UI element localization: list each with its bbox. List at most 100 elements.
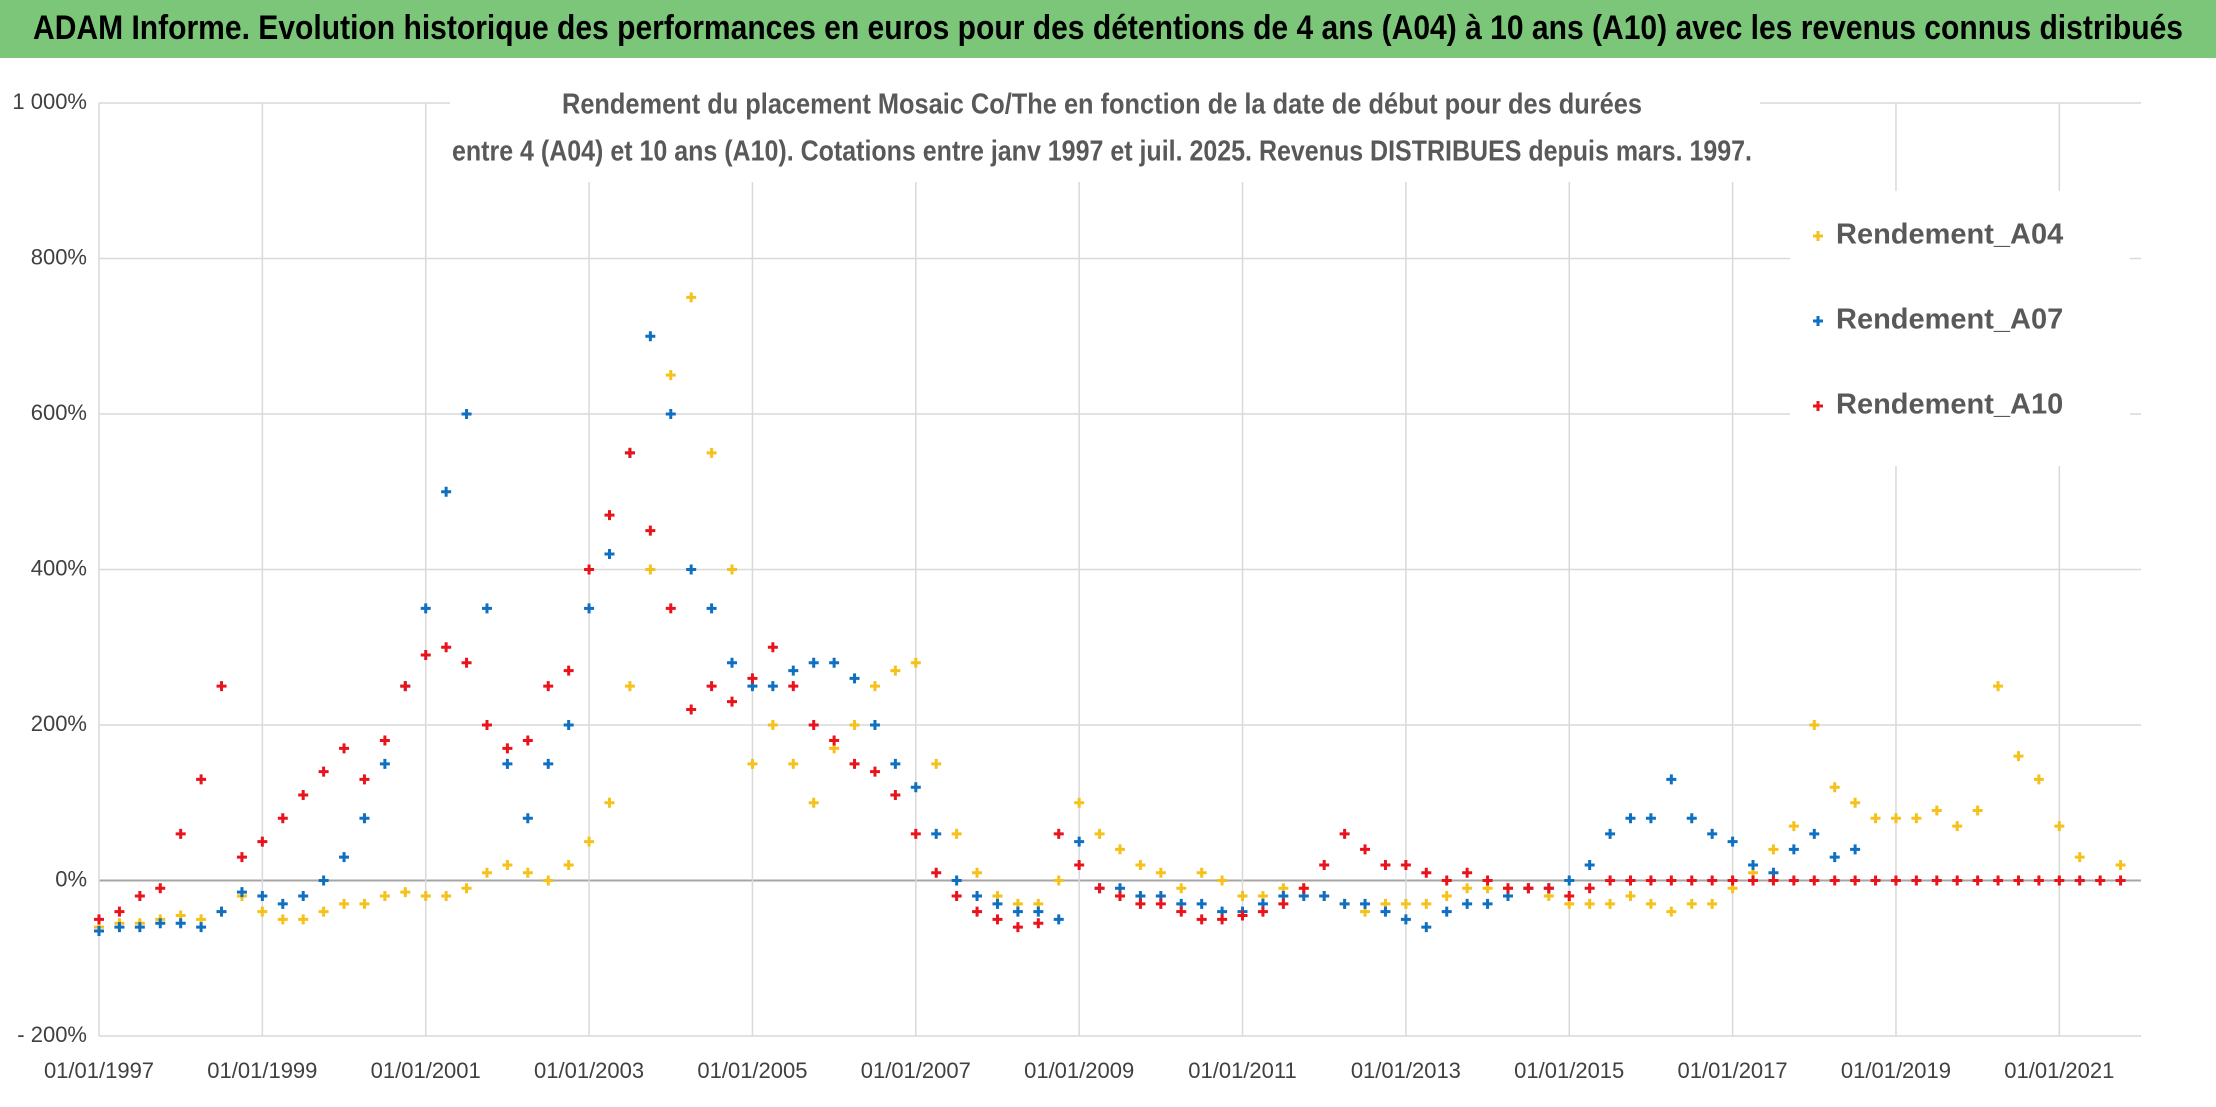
data-point xyxy=(992,898,1003,909)
data-point xyxy=(216,681,227,692)
data-point xyxy=(1584,898,1595,909)
data-point xyxy=(788,665,799,676)
data-point xyxy=(1707,828,1718,839)
data-point xyxy=(2013,875,2024,886)
data-point xyxy=(645,331,656,342)
y-tick-label: 1 000% xyxy=(12,89,87,114)
data-point xyxy=(1870,813,1881,824)
data-point xyxy=(686,704,697,715)
data-point xyxy=(359,774,370,785)
data-point xyxy=(318,875,329,886)
data-point xyxy=(645,525,656,536)
data-point xyxy=(1911,813,1922,824)
data-point xyxy=(2095,875,2106,886)
data-point xyxy=(1074,836,1085,847)
data-point xyxy=(1972,875,1983,886)
data-point xyxy=(767,720,778,730)
data-point xyxy=(829,657,840,668)
data-point xyxy=(727,657,738,668)
chart-title: ADAM Informe. Evolution historique des p… xyxy=(33,9,2183,47)
data-point xyxy=(910,657,921,668)
data-point xyxy=(196,922,207,933)
data-point xyxy=(1645,898,1656,909)
data-point xyxy=(808,797,819,808)
data-point xyxy=(236,852,247,863)
data-point xyxy=(1482,875,1493,886)
data-point xyxy=(1931,805,1942,816)
data-point xyxy=(1319,891,1330,902)
data-point xyxy=(1462,883,1473,894)
legend: Rendement_A04 Rendement_A07 Rendement_A10 xyxy=(1790,191,2130,466)
data-point xyxy=(869,681,880,692)
title-bar xyxy=(0,0,2216,58)
data-point xyxy=(1829,852,1840,863)
data-point xyxy=(1748,859,1759,870)
data-point xyxy=(134,891,145,902)
data-point xyxy=(1625,813,1636,824)
data-point xyxy=(359,898,370,909)
data-point xyxy=(1686,898,1697,909)
data-point xyxy=(196,774,207,785)
data-point xyxy=(216,906,227,917)
data-point xyxy=(1441,891,1452,902)
data-point xyxy=(1196,867,1207,878)
data-point xyxy=(134,922,145,933)
data-point xyxy=(1788,844,1799,855)
data-point xyxy=(1298,883,1309,894)
data-point xyxy=(1462,898,1473,909)
data-point xyxy=(1809,720,1820,730)
data-point xyxy=(972,867,983,878)
data-point xyxy=(1829,782,1840,793)
data-point xyxy=(869,720,880,730)
data-point xyxy=(1850,844,1861,855)
data-point xyxy=(2115,859,2126,870)
data-point xyxy=(441,891,452,902)
data-point xyxy=(1237,891,1248,902)
data-point xyxy=(1666,906,1677,917)
data-point xyxy=(1870,875,1881,886)
data-point xyxy=(1645,875,1656,886)
data-point xyxy=(441,642,452,653)
data-point xyxy=(94,914,104,925)
data-point xyxy=(522,813,533,824)
data-point xyxy=(400,681,411,692)
data-point xyxy=(1094,883,1105,894)
data-point xyxy=(114,922,125,933)
data-point xyxy=(849,673,860,684)
data-point xyxy=(604,548,615,559)
data-point xyxy=(1380,906,1391,917)
y-tick-label: 200% xyxy=(31,711,87,736)
y-tick-label: 600% xyxy=(31,400,87,425)
data-point xyxy=(2054,821,2065,832)
data-point xyxy=(1441,906,1452,917)
data-point xyxy=(461,657,472,668)
data-point xyxy=(931,758,942,769)
data-point xyxy=(236,887,247,898)
data-point xyxy=(1543,883,1554,894)
data-point xyxy=(808,720,819,730)
data-point xyxy=(1217,914,1228,925)
data-point xyxy=(1584,883,1595,894)
data-point xyxy=(502,758,513,769)
x-tick-label: 01/01/2007 xyxy=(861,1058,971,1083)
data-point xyxy=(869,766,880,777)
data-point xyxy=(359,813,370,824)
data-point xyxy=(1788,875,1799,886)
data-point xyxy=(747,758,758,769)
data-point xyxy=(1319,859,1330,870)
data-point xyxy=(1809,828,1820,839)
legend-background xyxy=(1790,191,2130,466)
data-point xyxy=(1625,875,1636,886)
data-point xyxy=(890,665,901,676)
data-point xyxy=(277,813,288,824)
x-tick-label: 01/01/2011 xyxy=(1188,1058,1296,1083)
data-point xyxy=(1645,813,1656,824)
x-tick-label: 01/01/2009 xyxy=(1024,1058,1134,1083)
data-point xyxy=(379,735,390,746)
data-point xyxy=(645,564,656,575)
data-point xyxy=(420,891,431,902)
data-point xyxy=(624,681,635,692)
data-point xyxy=(1686,813,1697,824)
data-point xyxy=(584,564,595,575)
data-point xyxy=(747,673,758,684)
